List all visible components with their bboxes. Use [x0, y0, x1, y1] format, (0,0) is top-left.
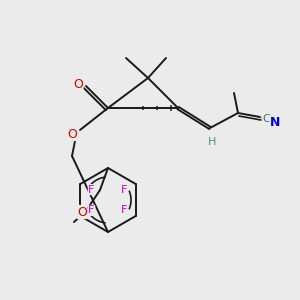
Text: F: F — [88, 206, 95, 215]
Text: F: F — [121, 184, 128, 195]
Text: F: F — [88, 184, 95, 195]
Text: H: H — [208, 137, 216, 147]
Text: O: O — [77, 206, 87, 218]
Text: O: O — [73, 77, 83, 91]
Text: C: C — [262, 114, 270, 124]
Text: O: O — [67, 128, 77, 140]
Text: N: N — [270, 116, 280, 128]
Text: F: F — [121, 206, 128, 215]
